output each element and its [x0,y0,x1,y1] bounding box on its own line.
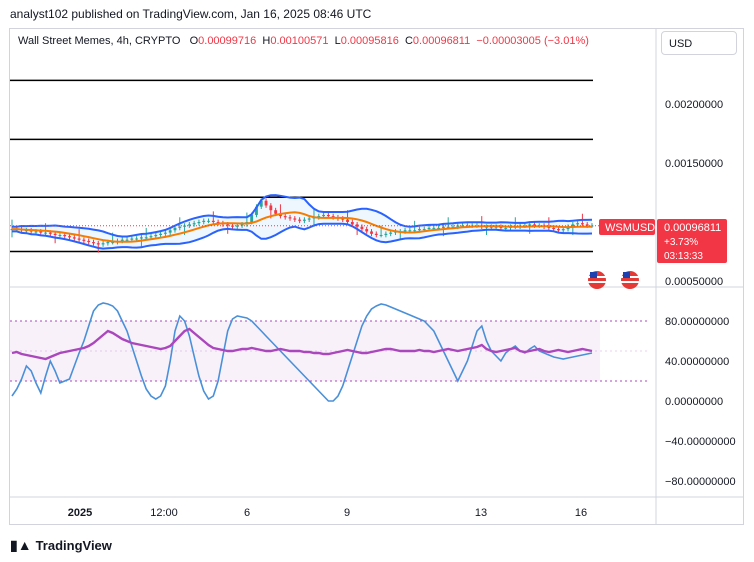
indicator-lines [10,194,600,250]
oscillator-tick-label: 40.00000000 [665,356,729,368]
time-tick-label: 13 [475,507,487,519]
symbol-badge-bg [599,219,655,235]
candle [384,231,388,238]
price-tick-label: 0.00150000 [665,158,723,170]
candle [58,232,62,238]
symbol-badge-text: WSMUSD [605,222,655,234]
candle [202,218,206,225]
close-label: C [404,35,413,47]
change-value: −0.00003005 (−3.01%) [476,35,589,47]
currency-button[interactable]: USD [661,31,737,55]
candle [211,211,215,225]
candle [92,239,95,246]
bollinger-upper-line [12,194,593,238]
bollinger-lower-line [12,222,593,250]
us-flag-icon[interactable] [621,271,639,289]
candle [283,213,287,220]
ohlc-legend: Wall Street Memes, 4h, CRYPTO O0.0009971… [18,35,589,47]
us-flag-icon[interactable] [588,271,606,289]
oscillator-lines [11,302,593,402]
time-tick-label: 9 [344,507,350,519]
price-badge-price: 0.00096811 [664,222,721,234]
candle [72,234,76,241]
low-value: 0.00095816 [340,35,399,47]
time-tick-label: 6 [244,507,250,519]
candle [207,218,210,224]
candle [307,216,311,222]
candle [187,222,191,228]
candle [135,236,139,241]
low-label: L [334,35,341,47]
price-tick-label: 0.00200000 [665,99,723,111]
candle [101,240,105,247]
chart-frame [9,28,744,525]
tradingview-brand-text: TradingView [35,538,112,553]
time-tick-label: 2025 [68,507,92,519]
time-tick-label: 16 [575,507,587,519]
close-value: 0.00096811 [412,35,471,47]
candle [370,229,373,237]
oscillator-tick-label: 0.00000000 [665,396,723,408]
oscillator-tick-label: −40.00000000 [665,436,736,448]
moving-average-line [12,211,593,243]
open-label: O [189,35,199,47]
high-value: 0.00100571 [270,35,329,47]
time-tick-label: 12:00 [150,507,178,519]
symbol-title: Wall Street Memes, 4h, CRYPTO [18,35,181,47]
candle [293,216,297,222]
candle [365,226,369,234]
oscillator-tick-label: −80.00000000 [665,476,736,488]
candle [547,217,551,231]
time-axis-ticks: 2025 12:00 6 9 13 16 [68,507,587,519]
candle [82,237,86,244]
candle [192,220,196,227]
tradingview-logo[interactable]: ▮▲ TradingView [10,537,112,554]
candle [374,231,378,238]
oscillator-axis-ticks: 80.00000000 40.00000000 0.00000000 −40.0000… [665,316,736,488]
price-tick-label: 0.00050000 [665,276,723,288]
candle [159,231,163,238]
candle [168,227,172,235]
high-label: H [262,35,271,47]
candle [163,230,167,237]
publish-info: analyst102 published on TradingView.com,… [10,7,372,21]
candle [264,198,268,208]
price-axis-ticks: 0.00200000 0.00150000 0.00050000 [665,99,723,288]
price-badge-change: +3.73% [664,237,698,248]
candle [68,233,71,240]
candle [298,217,302,224]
candle [288,214,292,221]
price-badge-countdown: 03:13:33 [664,251,703,262]
rsi-line [11,327,593,361]
price-badge-bg [657,219,727,263]
tradingview-logo-icon: ▮▲ [10,537,32,553]
stoch-k-line [11,302,593,402]
candle [96,240,100,253]
candle [197,219,201,226]
candle [87,238,91,245]
oscillator-tick-label: 80.00000000 [665,316,729,328]
candle [302,217,306,224]
open-value: 0.00099716 [198,35,257,47]
